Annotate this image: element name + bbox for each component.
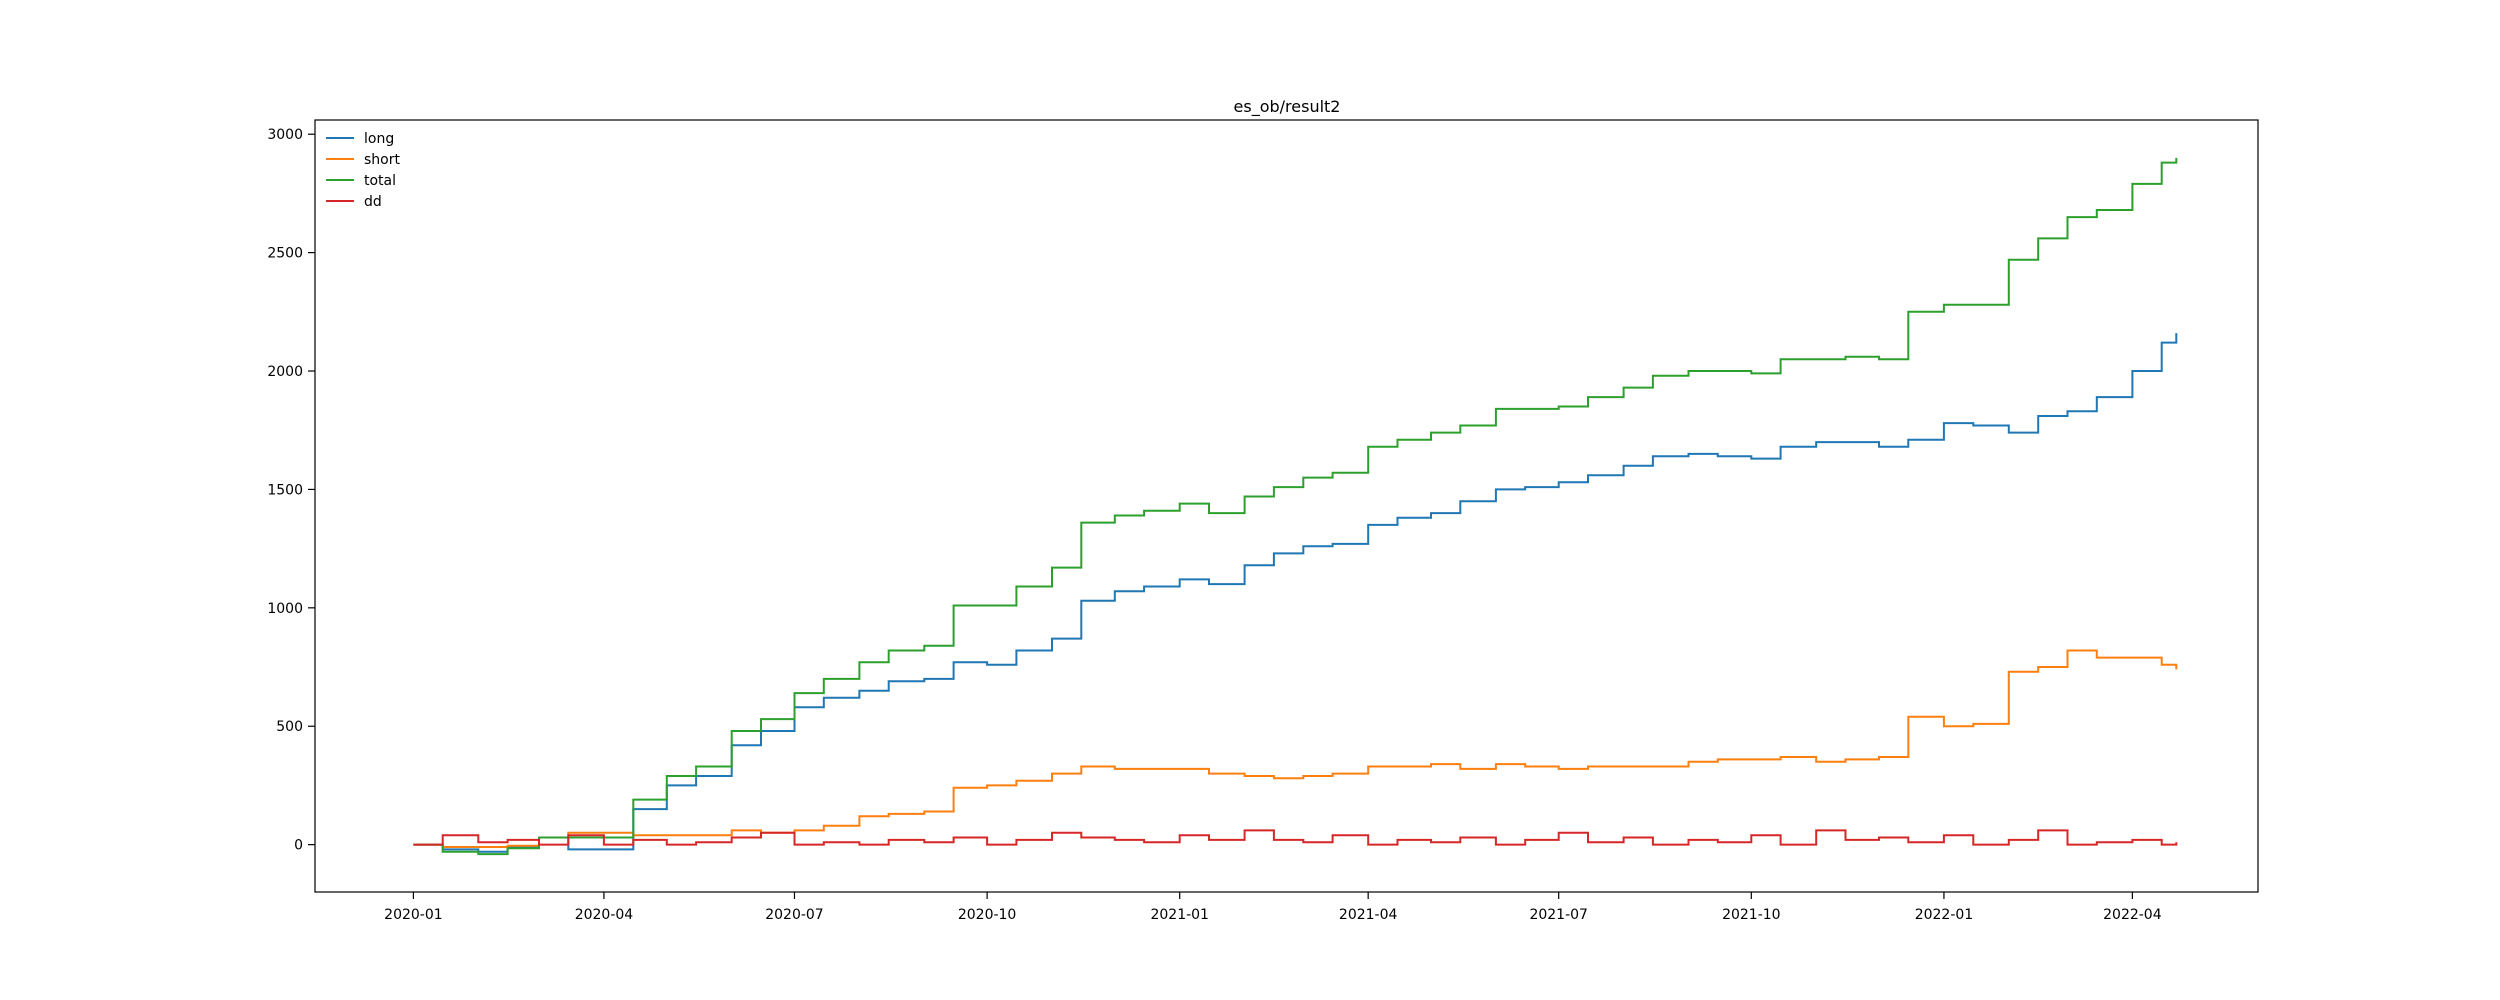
legend-label-dd: dd: [364, 194, 382, 210]
y-tick-label: 2500: [267, 246, 303, 262]
y-tick-label: 0: [294, 838, 303, 854]
legend-label-long: long: [364, 131, 394, 147]
x-tick-label: 2021-04: [1339, 907, 1398, 923]
series-line-total: [413, 157, 2178, 856]
y-tick-label: 3000: [267, 127, 303, 143]
x-tick-label: 2020-07: [765, 907, 824, 923]
legend: long short total dd: [326, 131, 400, 210]
series-line-dd: [413, 829, 2178, 846]
y-tick-label: 500: [276, 719, 303, 735]
x-tick-label: 2021-07: [1529, 907, 1588, 923]
series-line-short: [413, 649, 2178, 848]
legend-label-short: short: [364, 152, 400, 168]
x-tick-label: 2022-01: [1915, 907, 1974, 923]
x-axis-ticks: 2020-01 2020-04 2020-07 2020-10 2021-01 2021-…: [384, 892, 2162, 923]
x-tick-label: 2021-01: [1150, 907, 1209, 923]
y-tick-label: 1500: [267, 482, 303, 498]
plot-lines: [413, 157, 2178, 856]
x-tick-label: 2022-04: [2103, 907, 2162, 923]
plot-frame: [314, 119, 2259, 893]
y-axis-ticks: 0 500 1000 1500 2000 2500 3000: [267, 127, 315, 854]
legend-label-total: total: [364, 173, 396, 189]
x-tick-label: 2021-10: [1722, 907, 1781, 923]
y-tick-label: 1000: [267, 601, 303, 617]
x-tick-label: 2020-10: [958, 907, 1017, 923]
y-tick-label: 2000: [267, 364, 303, 380]
x-tick-label: 2020-01: [384, 907, 443, 923]
x-tick-label: 2020-04: [575, 907, 634, 923]
chart-title: es_ob/result2: [1234, 97, 1341, 117]
